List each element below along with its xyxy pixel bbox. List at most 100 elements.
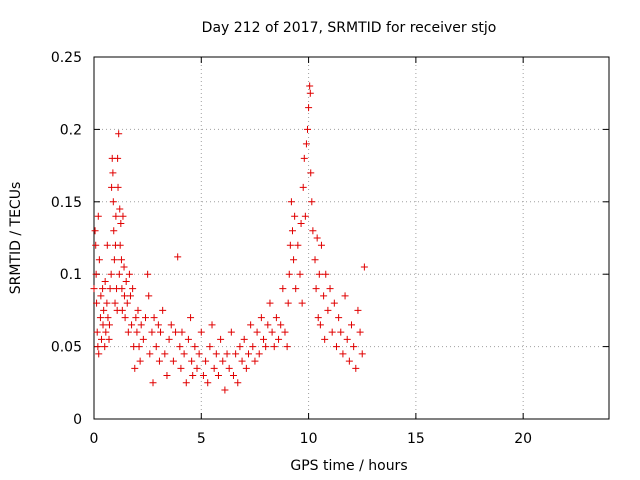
data-point <box>341 292 349 300</box>
data-point <box>120 263 128 271</box>
data-point <box>90 285 98 293</box>
data-point <box>169 357 177 365</box>
data-point <box>107 270 115 278</box>
data-point <box>328 328 336 336</box>
data-point <box>277 321 285 329</box>
data-point <box>268 328 276 336</box>
data-point <box>97 292 105 300</box>
data-point <box>193 364 201 372</box>
data-point <box>291 212 299 220</box>
data-point <box>262 343 270 351</box>
data-point <box>116 205 124 213</box>
data-point <box>176 343 184 351</box>
data-point <box>309 227 317 235</box>
data-point <box>92 241 100 249</box>
data-point <box>105 321 113 329</box>
data-point <box>174 253 182 261</box>
data-point <box>270 343 278 351</box>
data-point <box>129 285 137 293</box>
data-point <box>345 357 353 365</box>
ticks: 0 5 10 15 20 0 0.05 0.1 0.15 0.2 0.25 <box>51 50 609 447</box>
data-point <box>339 350 347 358</box>
data-point <box>109 198 117 206</box>
data-point <box>206 343 214 351</box>
x-tick-label: 15 <box>407 431 425 447</box>
data-point <box>108 183 116 191</box>
data-point <box>227 328 235 336</box>
data-point <box>124 328 132 336</box>
data-point <box>146 350 154 358</box>
data-point <box>126 292 134 300</box>
data-point <box>297 220 305 228</box>
data-point <box>225 364 233 372</box>
data-point <box>212 350 220 358</box>
data-point <box>110 256 118 264</box>
data-point <box>204 379 212 387</box>
data-point <box>152 343 160 351</box>
data-point <box>161 350 169 358</box>
data-point <box>301 212 309 220</box>
data-point <box>115 270 123 278</box>
data-point <box>109 169 117 177</box>
data-point <box>236 343 244 351</box>
data-point <box>317 241 325 249</box>
data-point <box>180 350 188 358</box>
data-point <box>188 357 196 365</box>
data-point <box>101 277 109 285</box>
data-point <box>139 335 147 343</box>
data-point <box>354 306 362 314</box>
y-tick-label: 0.2 <box>60 122 82 138</box>
data-point <box>219 357 227 365</box>
data-point <box>110 227 118 235</box>
data-point <box>199 372 207 380</box>
data-point <box>189 372 197 380</box>
data-point <box>358 350 366 358</box>
data-point <box>202 357 210 365</box>
y-tick-label: 0.25 <box>51 50 82 66</box>
data-point <box>330 299 338 307</box>
data-point <box>324 306 332 314</box>
data-point <box>117 220 125 228</box>
data-point <box>352 364 360 372</box>
data-point <box>142 314 149 322</box>
data-point <box>93 299 101 307</box>
x-tick-label: 20 <box>514 431 532 447</box>
data-point <box>133 328 141 336</box>
data-point <box>257 314 265 322</box>
data-point <box>255 350 263 358</box>
data-point <box>279 285 287 293</box>
data-point <box>154 321 162 329</box>
data-point <box>184 335 192 343</box>
x-tick-label: 5 <box>197 431 206 447</box>
data-point <box>116 241 124 249</box>
data-point <box>159 306 167 314</box>
data-point <box>94 343 102 351</box>
data-point <box>337 328 345 336</box>
data-point <box>197 328 205 336</box>
data-point <box>101 343 109 351</box>
gridlines <box>94 57 609 419</box>
data-point <box>296 270 304 278</box>
data-point <box>92 270 100 278</box>
data-point <box>335 314 343 322</box>
data-point <box>348 321 355 329</box>
data-point <box>234 379 242 387</box>
data-point <box>98 335 106 343</box>
data-point <box>298 299 306 307</box>
data-point <box>114 154 122 162</box>
data-point <box>229 372 237 380</box>
data-point <box>137 321 145 329</box>
data-point <box>343 335 351 343</box>
data-point <box>125 270 133 278</box>
data-point <box>135 343 143 351</box>
data-point <box>105 335 113 343</box>
data-point <box>157 328 165 336</box>
data-point <box>118 306 126 314</box>
data-point <box>121 314 129 322</box>
data-point <box>322 270 330 278</box>
data-point <box>260 335 268 343</box>
data-point <box>177 364 185 372</box>
data-point <box>182 379 190 387</box>
data-point <box>100 306 108 314</box>
data-point <box>114 183 122 191</box>
